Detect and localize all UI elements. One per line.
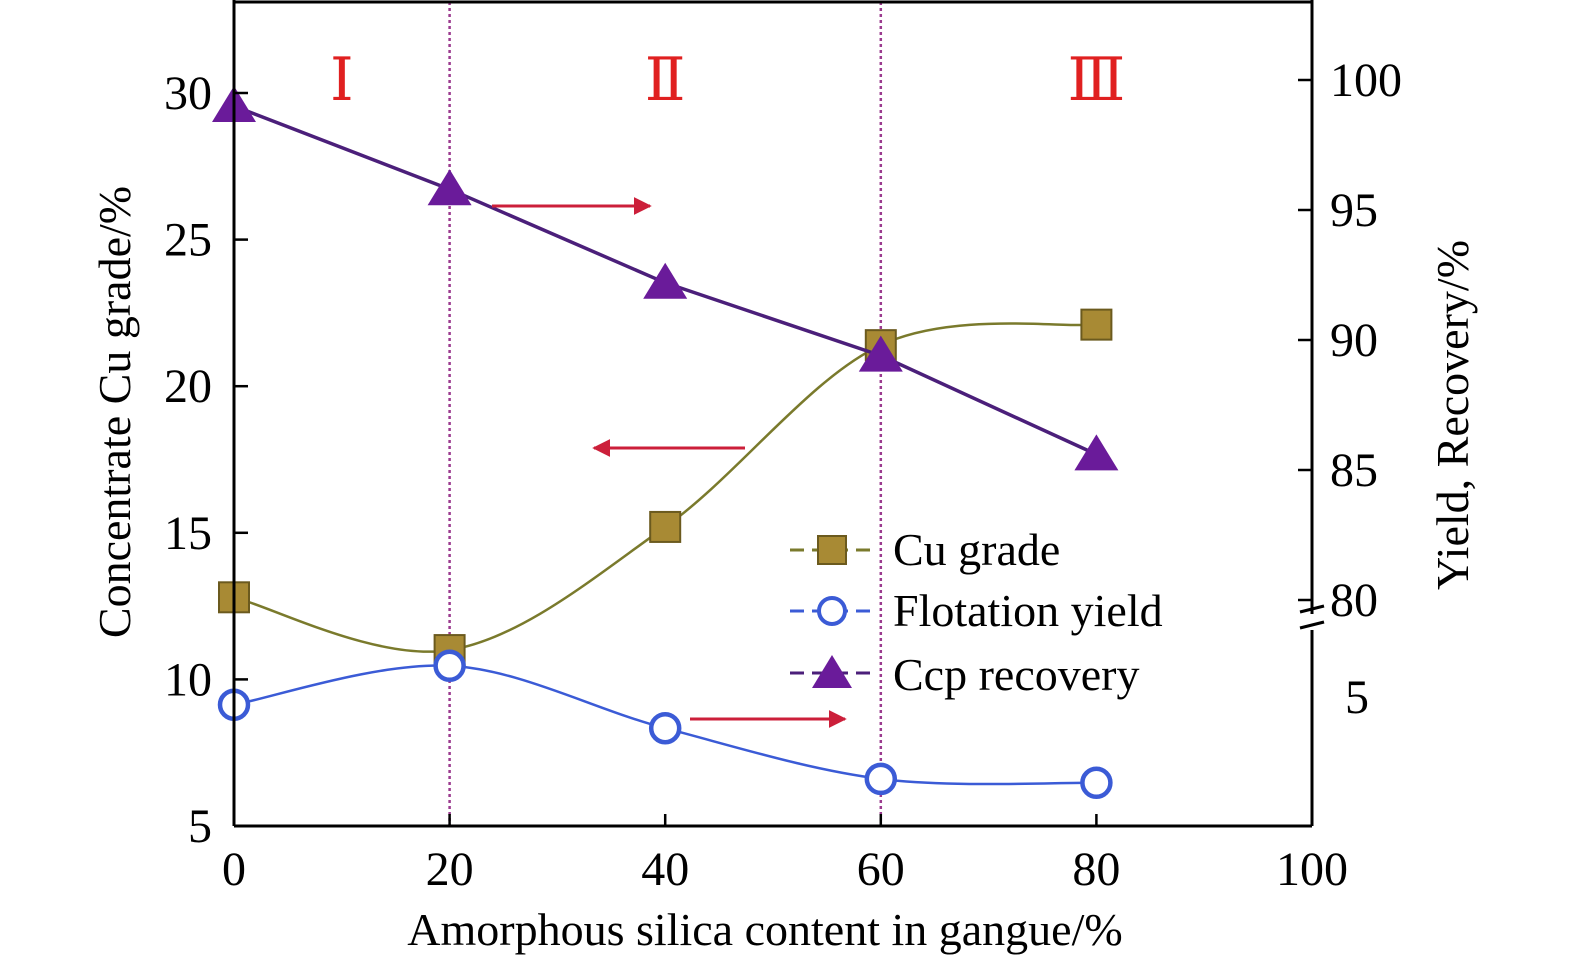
x-axis-label: Amorphous silica content in gangue/% [407, 904, 1122, 955]
series-flotation-yield [217, 649, 1113, 800]
x-tick-label: 100 [1276, 843, 1348, 896]
axis-break-mark [1299, 604, 1325, 630]
region-label: Ⅱ [645, 47, 686, 113]
region-labels: Ⅰ Ⅱ Ⅲ [330, 47, 1125, 113]
right-tick-label: 80 [1330, 574, 1378, 627]
right-tick-label: 90 [1330, 314, 1378, 367]
data-point-ccp-recovery [643, 262, 688, 299]
x-tick-label: 0 [222, 843, 246, 896]
region-label: Ⅲ [1067, 47, 1125, 113]
legend-label-cu-grade: Cu grade [893, 524, 1060, 575]
left-tick-label: 25 [164, 214, 212, 267]
right-tick-label: 95 [1330, 184, 1378, 237]
right-tick-label: 85 [1330, 444, 1378, 497]
left-axis-ticks: 5 10 15 20 25 30 [164, 67, 248, 853]
data-point-cu-grade [649, 510, 682, 543]
right-axis-ticks: 80 85 90 95 100 5 [1298, 54, 1402, 724]
right-tick-label: 5 [1345, 671, 1369, 724]
left-tick-label: 30 [164, 67, 212, 120]
data-point-ccp-recovery [427, 169, 472, 206]
legend-item-ccp-recovery: Ccp recovery [790, 649, 1140, 700]
legend-item-flotation-yield: Flotation yield [790, 585, 1163, 636]
left-axis-label: Concentrate Cu grade/% [89, 186, 140, 638]
legend-label-flotation-yield: Flotation yield [893, 585, 1163, 636]
data-point-flotation-yield [1080, 766, 1113, 800]
legend-label-ccp-recovery: Ccp recovery [893, 649, 1140, 700]
x-tick-label: 80 [1072, 843, 1120, 896]
axis-direction-arrows [492, 197, 847, 728]
region-label: Ⅰ [330, 47, 354, 113]
legend: Cu grade Flotation yield Ccp recovery [790, 524, 1163, 700]
region-dividers [448, 2, 883, 826]
data-point-cu-grade [1080, 308, 1113, 341]
legend-marker-circle [817, 596, 847, 626]
data-point-ccp-recovery [858, 335, 903, 372]
legend-marker-square [817, 535, 847, 565]
series-ccp-recovery [212, 86, 1119, 471]
left-tick-label: 10 [164, 653, 212, 706]
left-tick-label: 20 [164, 360, 212, 413]
data-point-flotation-yield [433, 649, 466, 683]
data-point-flotation-yield [864, 762, 898, 796]
data-point-ccp-recovery [1074, 434, 1119, 471]
left-tick-label: 5 [188, 800, 212, 853]
x-axis-ticks: 0 20 40 60 80 100 [222, 814, 1348, 896]
plot-frame [232, 0, 1325, 828]
legend-marker-triangle [812, 655, 852, 688]
data-point-flotation-yield [648, 711, 682, 745]
x-tick-label: 60 [857, 843, 905, 896]
x-tick-label: 20 [426, 843, 474, 896]
left-tick-label: 15 [164, 507, 212, 560]
x-tick-label: 40 [641, 843, 689, 896]
right-tick-label: 100 [1330, 54, 1402, 107]
right-axis-label: Yield, Recovery/% [1427, 240, 1478, 590]
legend-item-cu-grade: Cu grade [790, 524, 1060, 575]
